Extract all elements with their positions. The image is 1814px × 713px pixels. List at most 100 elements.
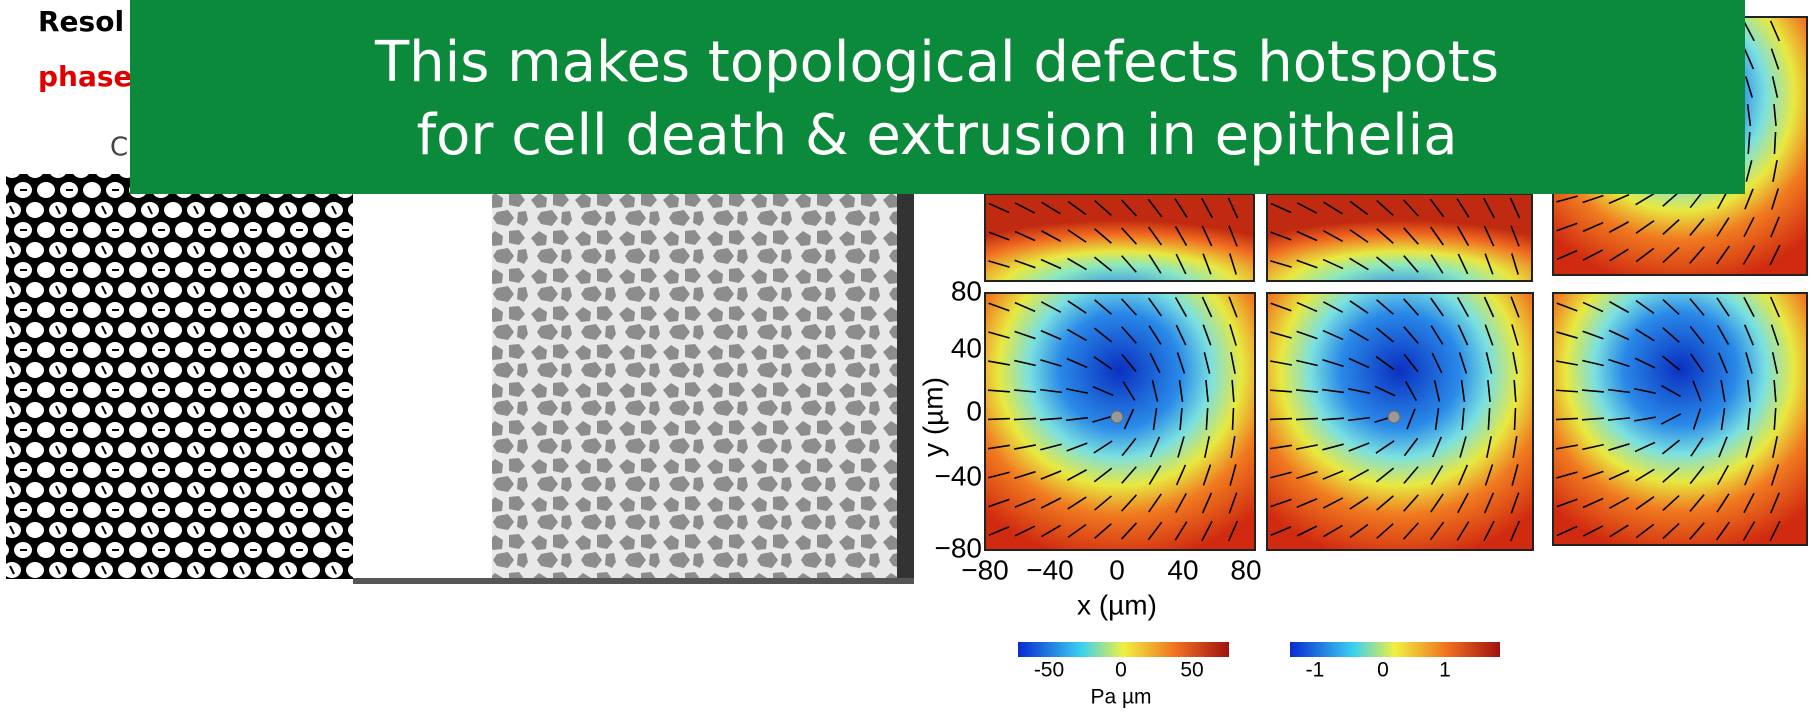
- director: [1296, 498, 1318, 508]
- director: [988, 444, 1010, 450]
- director: [1205, 379, 1209, 403]
- director: [1121, 255, 1137, 273]
- y-axis-label: y (µm): [917, 377, 948, 457]
- director: [1483, 197, 1495, 219]
- director: [1093, 467, 1113, 483]
- director: [1093, 356, 1113, 370]
- director: [1322, 329, 1344, 341]
- director: [1349, 523, 1369, 539]
- director: [1746, 103, 1752, 127]
- director: [1039, 417, 1063, 421]
- director: [987, 389, 1011, 393]
- director: [1456, 296, 1470, 318]
- director: [1349, 257, 1369, 271]
- director: [1689, 522, 1705, 540]
- defect-marker: [1387, 410, 1401, 424]
- director: [1040, 258, 1062, 270]
- director: [1296, 202, 1318, 214]
- director: [1608, 443, 1630, 451]
- director: [1582, 221, 1604, 233]
- director: [1201, 492, 1213, 514]
- director: [1662, 219, 1680, 235]
- director: [1487, 379, 1491, 403]
- director: [1692, 408, 1702, 430]
- director: [1229, 324, 1237, 346]
- director: [1149, 436, 1161, 458]
- colorbar-tick: 0: [1115, 659, 1127, 682]
- director: [1556, 360, 1578, 366]
- director: [1634, 357, 1656, 369]
- director: [1270, 331, 1292, 339]
- heatmap: [1266, 292, 1534, 551]
- director: [1460, 379, 1466, 403]
- director: [1661, 355, 1681, 371]
- director: [1174, 521, 1188, 541]
- director: [1203, 352, 1211, 374]
- director: [1608, 329, 1630, 341]
- director: [1376, 299, 1394, 315]
- heatmap-panels: [984, 16, 1808, 551]
- director: [1229, 464, 1237, 486]
- director: [1661, 439, 1681, 455]
- image-edge: [897, 191, 914, 578]
- director: [1148, 465, 1162, 485]
- director: [1066, 442, 1088, 452]
- director: [1742, 245, 1756, 265]
- director: [1769, 244, 1781, 266]
- colorbar: [1018, 642, 1229, 657]
- director: [1376, 495, 1394, 511]
- director: [1349, 496, 1369, 510]
- x-tick-label: −40: [1026, 554, 1074, 585]
- director: [1433, 380, 1441, 402]
- director: [1403, 494, 1419, 512]
- director: [1434, 407, 1440, 431]
- director: [1270, 360, 1292, 366]
- director: [1690, 437, 1704, 457]
- y-tick-label: 0: [966, 395, 982, 426]
- colorbar-tick: -1: [1306, 659, 1325, 682]
- director: [1635, 523, 1655, 539]
- director: [1457, 464, 1469, 486]
- director: [1689, 246, 1705, 264]
- director: [1148, 325, 1162, 345]
- x-tick-label: 40: [1167, 554, 1198, 585]
- director: [1403, 298, 1419, 316]
- director: [1770, 216, 1780, 238]
- director: [1348, 387, 1370, 395]
- director: [1689, 298, 1705, 316]
- director: [1773, 103, 1777, 127]
- director: [1582, 359, 1604, 367]
- director: [1430, 226, 1444, 246]
- director: [1040, 230, 1062, 242]
- director: [1177, 436, 1185, 458]
- director: [1635, 220, 1655, 234]
- director: [1229, 253, 1237, 275]
- director: [1014, 525, 1036, 537]
- slide-subtitle: phase: [38, 60, 133, 93]
- director: [988, 360, 1010, 366]
- director: [1270, 231, 1292, 241]
- director: [1609, 248, 1629, 262]
- director: [1483, 296, 1495, 318]
- director: [1228, 492, 1238, 514]
- director: [1484, 464, 1494, 486]
- director: [1770, 324, 1780, 346]
- director: [1484, 324, 1494, 346]
- director: [1349, 300, 1369, 314]
- director: [1094, 299, 1112, 315]
- director: [1689, 218, 1705, 236]
- director: [988, 202, 1010, 214]
- director: [1094, 200, 1112, 216]
- director: [1147, 226, 1163, 246]
- director: [1201, 296, 1213, 318]
- director: [1771, 76, 1779, 98]
- director: [1375, 327, 1395, 343]
- director: [1296, 525, 1318, 537]
- director: [1743, 492, 1755, 514]
- director: [1483, 492, 1495, 514]
- director: [1773, 131, 1777, 155]
- director: [1120, 199, 1138, 217]
- x-tick-label: 80: [1230, 554, 1261, 585]
- director: [1376, 523, 1394, 539]
- director: [1582, 301, 1604, 313]
